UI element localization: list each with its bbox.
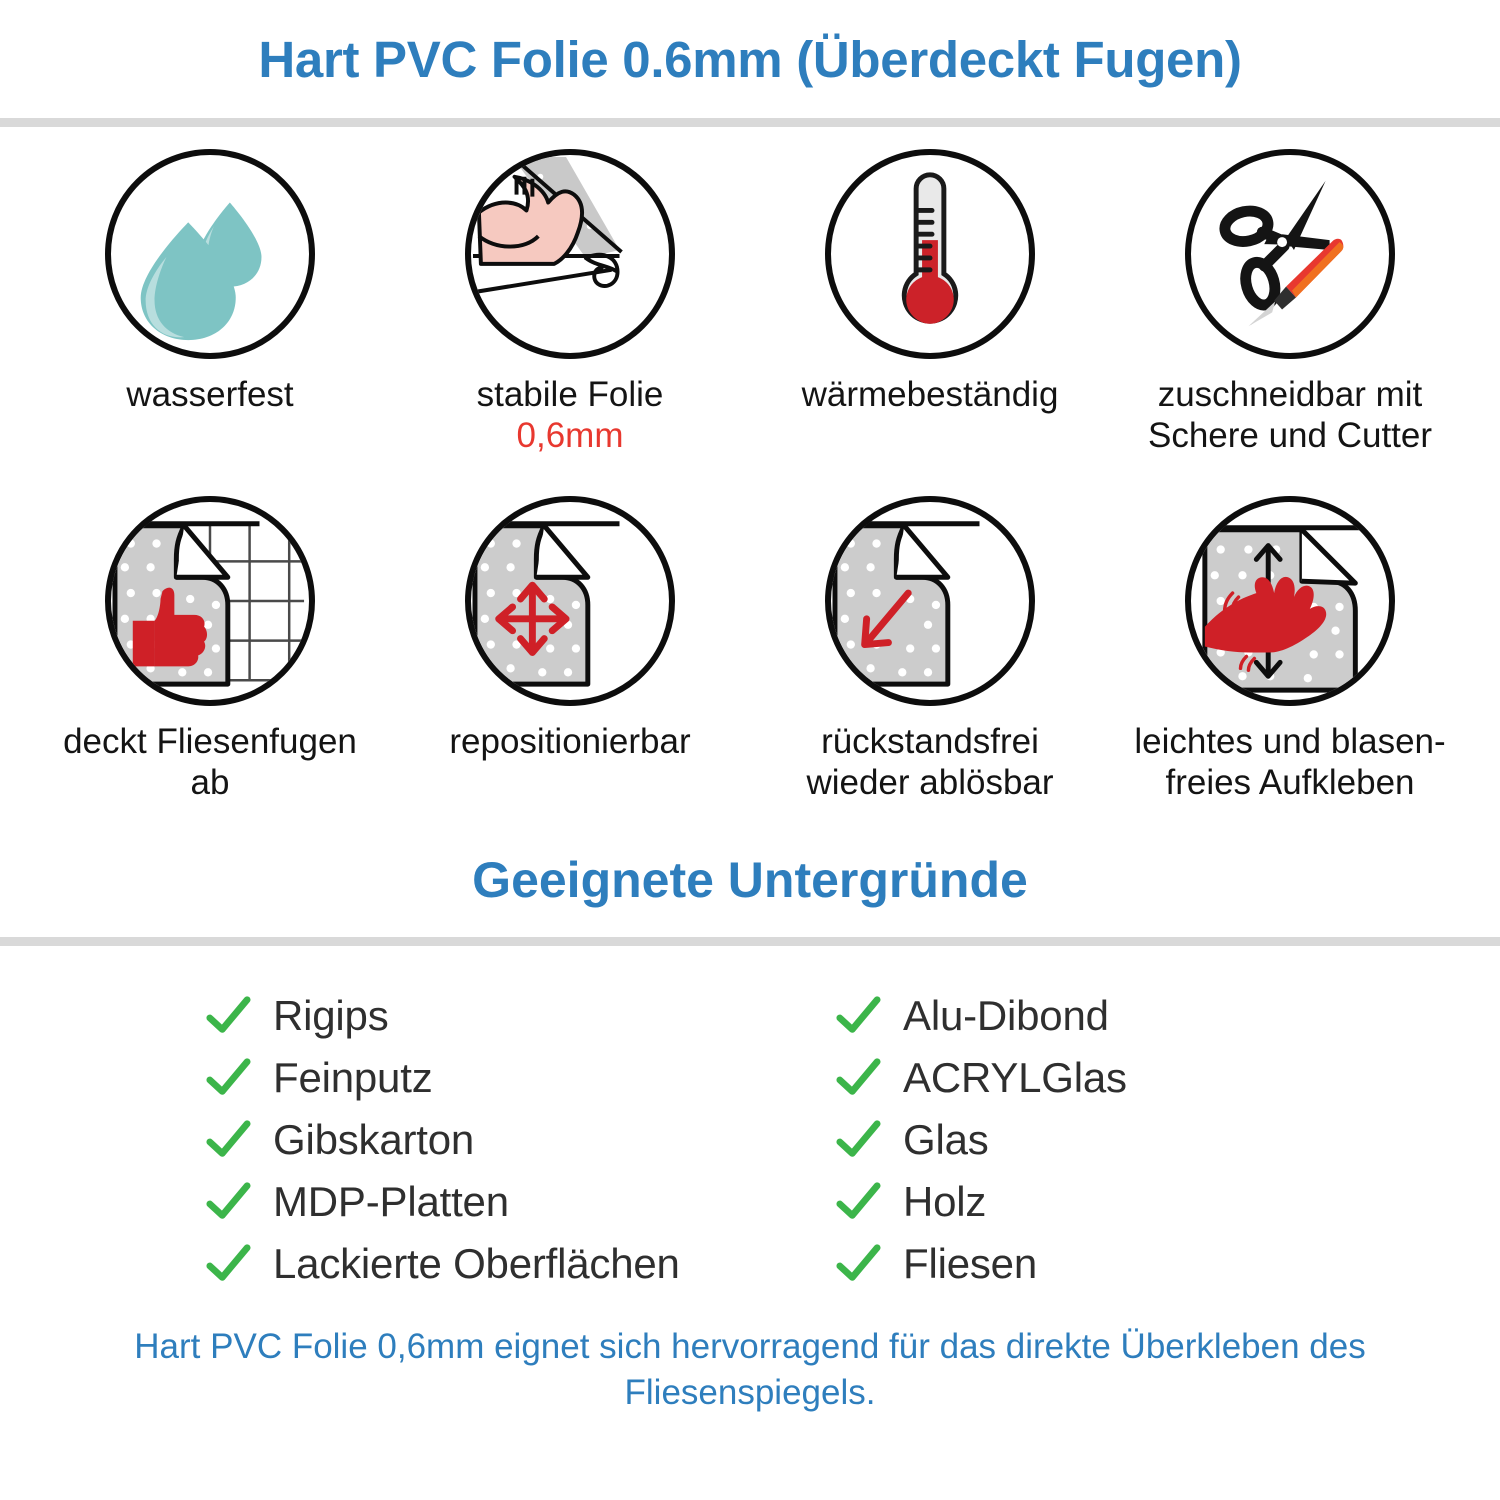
water-drops-icon — [140, 202, 262, 341]
list-item-label: Feinputz — [273, 1054, 433, 1102]
list-item-label: Rigips — [273, 992, 389, 1040]
substrates-column-left: Rigips Feinputz Gibskarton MDP-Platten L… — [205, 988, 680, 1298]
list-item: Fliesen — [835, 1236, 1305, 1292]
features-row-1: wasserfest — [30, 149, 1470, 456]
list-item-label: Lackierte Oberflächen — [273, 1240, 680, 1288]
footer-note: Hart PVC Folie 0,6mm eignet sich hervorr… — [134, 1327, 1366, 1412]
check-icon — [206, 1244, 251, 1282]
check-icon — [836, 1058, 881, 1096]
substrates-checklist: Rigips Feinputz Gibskarton MDP-Platten L… — [0, 946, 1500, 1298]
feature-deckt-fliesenfugen: deckt Fliesenfugen ab — [30, 496, 390, 803]
list-item: Gibskarton — [205, 1112, 675, 1168]
check-icon — [836, 1120, 881, 1158]
check-icon — [206, 1120, 251, 1158]
feature-label: deckt Fliesenfugen ab — [63, 722, 357, 802]
list-item: Rigips — [205, 988, 675, 1044]
list-item-label: ACRYLGlas — [903, 1054, 1127, 1102]
feature-label: zuschneidbar mit Schere und Cutter — [1147, 375, 1433, 455]
divider-middle — [0, 937, 1500, 947]
list-item-label: MDP-Platten — [273, 1178, 509, 1226]
list-item: Holz — [835, 1174, 1305, 1230]
features-row-2: deckt Fliesenfugen ab — [30, 496, 1470, 803]
feature-label: leichtes und blasen- freies Aufkleben — [1134, 722, 1446, 802]
feature-waermebestaendig: wärmebeständig — [750, 149, 1110, 456]
smoothing-hand-film-icon — [1200, 525, 1380, 693]
feature-icon-circle — [1185, 149, 1395, 359]
list-item: ACRYLGlas — [835, 1050, 1305, 1106]
flexed-arm-film-icon — [472, 155, 623, 294]
peel-arrow-film-icon — [832, 521, 980, 687]
list-item-label: Holz — [903, 1178, 987, 1226]
feature-icon-circle — [1185, 496, 1395, 707]
feature-label: wasserfest — [126, 375, 294, 414]
check-icon — [836, 1244, 881, 1282]
feature-icon-circle — [105, 496, 315, 707]
feature-leichtes-aufkleben: leichtes und blasen- freies Aufkleben — [1110, 496, 1470, 803]
divider-top — [0, 118, 1500, 127]
feature-sublabel: 0,6mm — [516, 415, 624, 455]
feature-icon-circle — [825, 149, 1035, 359]
check-icon — [836, 996, 881, 1034]
feature-icon-circle — [465, 496, 675, 707]
check-icon — [206, 1058, 251, 1096]
feature-label: rückstandsfrei wieder ablösbar — [806, 722, 1054, 802]
feature-wasserfest: wasserfest — [30, 149, 390, 456]
feature-label: repositionierbar — [449, 722, 691, 762]
list-item-label: Gibskarton — [273, 1116, 475, 1164]
list-item: MDP-Platten — [205, 1174, 675, 1230]
check-icon — [206, 1182, 251, 1220]
list-item-label: Glas — [903, 1116, 989, 1164]
list-item: Lackierte Oberflächen — [205, 1236, 680, 1292]
feature-repositionierbar: repositionierbar — [390, 496, 750, 803]
check-icon — [206, 996, 251, 1034]
list-item-label: Alu-Dibond — [903, 992, 1109, 1040]
title-bar: Hart PVC Folie 0.6mm (Überdeckt Fugen) — [0, 0, 1500, 118]
list-item: Glas — [835, 1112, 1305, 1168]
substrates-heading: Geeignete Untergründe — [472, 852, 1028, 909]
list-item: Alu-Dibond — [835, 988, 1305, 1044]
substrates-column-right: Alu-Dibond ACRYLGlas Glas Holz Fliesen — [835, 988, 1305, 1298]
features-section: wasserfest — [0, 127, 1500, 803]
list-item: Feinputz — [205, 1050, 675, 1106]
page-title: Hart PVC Folie 0.6mm (Überdeckt Fugen) — [258, 30, 1242, 88]
four-way-arrow-film-icon — [472, 521, 620, 687]
list-item-label: Fliesen — [903, 1240, 1037, 1288]
feature-zuschneidbar: zuschneidbar mit Schere und Cutter — [1110, 149, 1470, 456]
feature-stabile-folie: stabile Folie 0,6mm — [390, 149, 750, 456]
feature-label: wärmebeständig — [801, 375, 1059, 414]
feature-label: stabile Folie — [476, 375, 664, 414]
thermometer-icon — [901, 172, 959, 324]
feature-icon-circle — [825, 496, 1035, 707]
scissors-cutter-icon — [1219, 180, 1344, 327]
check-icon — [836, 1182, 881, 1220]
feature-icon-circle — [105, 149, 315, 359]
feature-icon-circle — [465, 149, 675, 359]
thumbs-up-tiles-icon — [112, 521, 305, 687]
feature-rueckstandsfrei: rückstandsfrei wieder ablösbar — [750, 496, 1110, 803]
